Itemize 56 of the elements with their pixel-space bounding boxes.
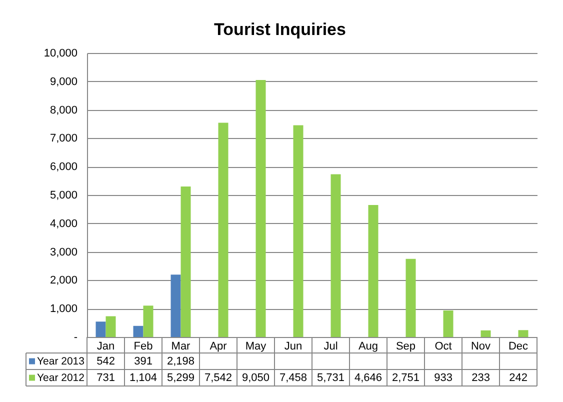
bar: [133, 326, 144, 337]
data-label: 242: [509, 372, 528, 384]
data-label: 542: [96, 355, 115, 368]
x-tick-label: May: [245, 340, 267, 352]
y-tick-label: 5,000: [50, 190, 78, 202]
bar: [293, 125, 304, 337]
y-tick-label: 9,000: [50, 76, 78, 88]
data-label: 7,458: [279, 372, 308, 384]
data-label: 9,050: [242, 372, 270, 384]
x-tick-label: Dec: [508, 340, 529, 352]
bar: [406, 258, 416, 337]
x-tick-label: Oct: [434, 340, 452, 352]
y-tick-label: 7,000: [50, 132, 78, 145]
y-tick-label: 8,000: [50, 104, 78, 116]
data-label: 5,299: [166, 372, 195, 384]
bar: [143, 306, 154, 337]
bar: [256, 80, 266, 337]
bar: [443, 310, 454, 337]
bar: [368, 205, 378, 337]
x-tick-label: Sep: [396, 340, 416, 352]
y-tick-label: 4,000: [50, 218, 78, 230]
bar: [170, 274, 181, 337]
data-label: 5,731: [316, 372, 345, 384]
data-label: 731: [96, 372, 115, 384]
bar: [330, 174, 341, 337]
data-label: 2,751: [392, 372, 420, 384]
data-label: 233: [472, 372, 490, 384]
x-tick-label: Mar: [171, 340, 191, 352]
x-tick-label: Apr: [210, 340, 228, 352]
bar: [180, 186, 191, 337]
x-tick-label: Jan: [96, 340, 115, 352]
bar: [96, 322, 106, 337]
y-tick-label: 1,000: [50, 303, 78, 316]
bar: [218, 122, 228, 337]
legend-label: Year 2012: [37, 372, 85, 384]
x-tick-label: Aug: [358, 340, 378, 352]
y-tick-label: 6,000: [50, 161, 78, 174]
data-label: 933: [434, 372, 452, 384]
bar: [480, 330, 491, 337]
bar: [106, 316, 116, 337]
y-tick-label: 2,000: [50, 274, 78, 287]
data-label: 391: [134, 355, 152, 368]
x-tick-label: Jul: [324, 340, 338, 352]
data-label: 1,104: [129, 372, 158, 384]
data-label: 7,542: [204, 372, 232, 384]
y-tick-label: 3,000: [50, 246, 78, 258]
data-label: 2,198: [166, 355, 195, 368]
y-tick-label: 10,000: [44, 48, 78, 60]
y-tick-label: -: [74, 332, 78, 344]
data-label: 4,646: [354, 372, 382, 384]
chart-title: Tourist Inquiries: [214, 20, 346, 39]
legend-label: Year 2013: [37, 355, 85, 368]
x-tick-label: Nov: [470, 340, 492, 352]
bar: [518, 330, 528, 337]
x-tick-label: Jun: [284, 340, 302, 352]
x-tick-label: Feb: [134, 340, 153, 352]
